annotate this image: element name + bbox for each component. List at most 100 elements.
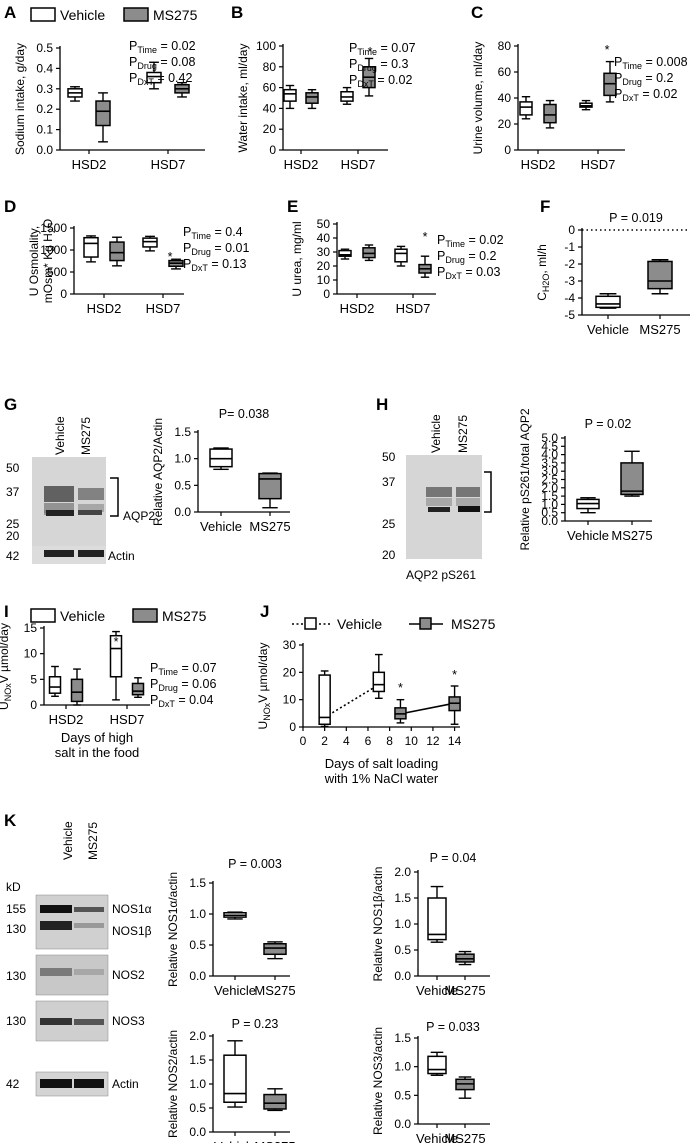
chart-I-xtick-label: HSD7 xyxy=(110,712,145,727)
panel-label-i: I xyxy=(4,602,9,621)
chart-J-ytick-label: 20 xyxy=(283,665,297,679)
chart-J-line-0 xyxy=(324,683,380,719)
chart-I-xlabel-1: salt in the food xyxy=(55,745,140,760)
blot-g-mw-50: 50 xyxy=(6,461,20,475)
chart-I-ytick-label: 5 xyxy=(30,672,37,686)
chart-J-xtick-label: 12 xyxy=(426,734,440,748)
chart-F-box-1-0 xyxy=(647,259,673,295)
chart-E-ytick-label: 10 xyxy=(317,273,331,287)
chart-H-ytick-label: 0.5 xyxy=(541,506,558,520)
chart-C: 0 20 40 60 80 Urine volume, ml/day HSD2 HSD7 PTi… xyxy=(471,39,688,172)
chart-A-box-0-1 xyxy=(146,61,162,90)
chart-A-ytick-label: 0.3 xyxy=(36,82,53,96)
chart-K1-ylabel: Relative NOS1α/actin xyxy=(166,872,180,987)
chart-I-box-0-1-box xyxy=(109,634,123,678)
chart-K2-box-0-0 xyxy=(427,885,447,943)
blot-k-nos1b-a xyxy=(40,921,72,930)
legend-ms275-label: MS275 xyxy=(153,7,198,23)
chart-D-box-0-0-box xyxy=(83,236,99,258)
blot-k-nos2-b xyxy=(74,969,104,975)
chart-J-box-0-0 xyxy=(318,670,331,728)
chart-I-ytick-label: 0 xyxy=(30,698,37,712)
chart-K1-box-0-0 xyxy=(223,911,247,920)
chart-G-xtick-label: Vehicle xyxy=(200,519,242,534)
chart-J-box-0-1-box xyxy=(372,671,386,693)
chart-B-box-0-0 xyxy=(283,84,297,110)
blot-g-band-37a xyxy=(44,486,74,502)
blot-h-lane-ms275: MS275 xyxy=(456,415,470,453)
legend-vehicle-swatch xyxy=(30,7,56,22)
blot-g-actin-b xyxy=(78,550,104,557)
chart-G-box-1-0-box xyxy=(258,472,282,500)
blot-h-band-25a xyxy=(428,507,450,512)
chart-E-stat-0: PTime = 0.02 xyxy=(437,233,504,249)
blot-h-mw-37: 37 xyxy=(382,475,396,489)
blot-h-band-37a xyxy=(426,487,452,497)
chart-C-stat-0: PTime = 0.008 xyxy=(614,55,688,71)
chart-F-ytick-label: -2 xyxy=(564,257,575,271)
chart-J-xlabel-1: with 1% NaCl water xyxy=(324,771,439,786)
chart-K2-xtick-label: MS275 xyxy=(444,983,485,998)
chart-I-ytick-label: 10 xyxy=(24,647,38,661)
legend-j-ms275-swatch xyxy=(419,617,432,630)
chart-K4-ytick-label: 1.5 xyxy=(394,1031,411,1045)
chart-G-ylabel: Relative AQP2/Actin xyxy=(151,418,165,526)
chart-E-ytick-label: 40 xyxy=(317,231,331,245)
chart-J-xtick-label: 14 xyxy=(448,734,462,748)
chart-D-ylabel: U Osmolality, xyxy=(27,226,41,296)
blot-k-nos1b-b xyxy=(74,923,104,928)
blot-g-mw-20: 20 xyxy=(6,529,20,543)
blot-g-band-37b xyxy=(78,488,104,500)
blot-k-nos3-b xyxy=(74,1019,104,1025)
chart-K3-xtick-label: MS275 xyxy=(254,1139,295,1143)
chart-C-star: * xyxy=(605,43,610,57)
chart-K4-xtick-label: MS275 xyxy=(444,1131,485,1143)
blot-k-mw-130c: 130 xyxy=(6,1014,26,1028)
chart-H-ytick-label: 1.0 xyxy=(541,497,558,511)
blot-h-bracket xyxy=(484,471,492,513)
blot-g-band-22a xyxy=(46,510,74,516)
chart-J-xtick-label: 6 xyxy=(365,734,372,748)
blot-k-actin-a xyxy=(40,1079,72,1088)
chart-A-ytick-label: 0.1 xyxy=(36,123,53,137)
chart-J-ytick-label: 0 xyxy=(289,720,296,734)
chart-H-box-1-0-box xyxy=(620,462,644,496)
blot-g: Vehicle MS275 50 37 25 20 42 AQP2 Actin xyxy=(6,416,155,564)
chart-A-ytick-label: 0.0 xyxy=(36,143,53,157)
chart-C-box-0-1 xyxy=(579,99,593,111)
chart-F-ytick-label: -5 xyxy=(564,308,575,322)
chart-H-xtick-label: MS275 xyxy=(611,528,652,543)
chart-A-box-1-0-box xyxy=(95,100,111,127)
chart-J-box-0-1 xyxy=(372,653,386,699)
chart-D-box-1-1 xyxy=(168,258,184,270)
blot-k-nos1a-a xyxy=(40,905,72,913)
legend-top: Vehicle MS275 xyxy=(30,7,198,23)
chart-K4-ylabel: Relative NOS3/actin xyxy=(371,1027,385,1135)
chart-E-box-1-1 xyxy=(418,255,432,278)
chart-I-box-0-0 xyxy=(48,665,62,697)
chart-F-xtick-label: MS275 xyxy=(639,322,680,337)
chart-C-stat-2: PDxT = 0.02 xyxy=(614,87,677,103)
chart-E-star: * xyxy=(423,230,428,244)
chart-A-stat-1: PDrug = 0.08 xyxy=(129,55,195,71)
chart-D-ytick-label: 0 xyxy=(60,287,67,301)
chart-I-box-1-1-box xyxy=(131,682,145,696)
chart-B-stat-2: PDxT = 0.02 xyxy=(349,73,412,89)
chart-C-ytick-label: 0 xyxy=(504,143,511,157)
chart-H-ytick-label: 3.0 xyxy=(541,464,558,478)
chart-K4-ytick-label: 1.0 xyxy=(394,1060,411,1074)
panel-label-c: C xyxy=(471,3,483,22)
chart-I-ytick-label: 15 xyxy=(24,621,38,635)
chart-H-ytick-label: 2.0 xyxy=(541,481,558,495)
chart-K2-ytick-label: 1.5 xyxy=(394,891,411,905)
chart-E-ytick-label: 0 xyxy=(323,287,330,301)
chart-K3-box-1-0-box xyxy=(263,1093,287,1110)
chart-K2: 0.0 0.5 1.0 1.5 2.0 Relative NOS1β/actin Vehic… xyxy=(371,851,490,998)
blot-h-mw-25: 25 xyxy=(382,517,396,531)
chart-E-stat-2: PDxT = 0.03 xyxy=(437,265,500,281)
chart-K4-ytick-label: 0.5 xyxy=(394,1088,411,1102)
chart-I-box-1-0-box xyxy=(70,678,84,703)
chart-K1-ytick-label: 1.0 xyxy=(189,907,206,921)
chart-B-xtick-label: HSD7 xyxy=(341,157,376,172)
chart-K3-ytick-label: 1.0 xyxy=(189,1077,206,1091)
